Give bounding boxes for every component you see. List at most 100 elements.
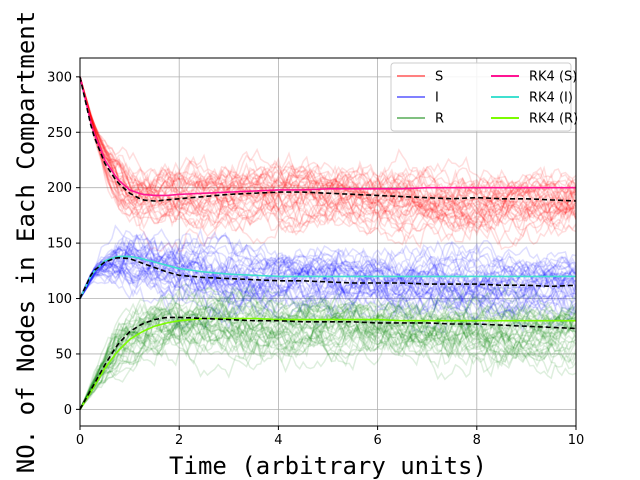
rk4-line <box>79 317 576 410</box>
y-tick-label: 100 <box>47 292 72 307</box>
stochastic-run-s <box>79 76 577 224</box>
stochastic-run-r <box>79 303 577 410</box>
stochastic-run-i <box>79 249 577 306</box>
stochastic-run-i <box>79 239 577 313</box>
stochastic-run-i <box>79 247 577 315</box>
stochastic-run-s <box>79 76 577 225</box>
stochastic-run-i <box>79 255 577 311</box>
stochastic-run-s <box>79 76 577 253</box>
stochastic-run-s <box>79 76 577 234</box>
stochastic-run-s <box>79 76 577 232</box>
stochastic-run-s <box>79 76 577 222</box>
stochastic-run-i <box>79 224 577 323</box>
y-tick-label: 200 <box>47 181 72 196</box>
stochastic-run-s <box>79 76 577 230</box>
legend-label: RK4 (S) <box>529 70 577 85</box>
stochastic-run-r <box>79 299 577 410</box>
stochastic-run-i <box>79 233 577 328</box>
stochastic-run-r <box>79 279 577 410</box>
stochastic-run-r <box>79 303 577 410</box>
stochastic-run-s <box>79 76 577 235</box>
stochastic-run-r <box>79 309 577 410</box>
stochastic-run-s <box>79 76 577 228</box>
stochastic-run-i <box>79 250 577 318</box>
stochastic-run-i <box>79 228 577 316</box>
y-tick-label: 150 <box>47 237 72 252</box>
y-tick-label: 0 <box>64 403 72 418</box>
stochastic-run-i <box>79 237 577 308</box>
stochastic-run-r <box>79 285 577 410</box>
legend-label: R <box>435 112 444 127</box>
stochastic-run-s <box>79 76 577 226</box>
stochastic-run-i <box>79 234 577 303</box>
x-tick-label: 10 <box>568 433 585 448</box>
stochastic-run-i <box>79 242 577 321</box>
stochastic-run-s <box>79 76 577 229</box>
stochastic-run-i <box>79 233 577 319</box>
stochastic-run-r <box>79 294 577 410</box>
x-tick-label: 8 <box>473 433 481 448</box>
stochastic-run-i <box>79 244 577 324</box>
stochastic-run-s <box>79 76 577 230</box>
x-tick-label: 0 <box>76 433 84 448</box>
y-tick-label: 50 <box>55 347 72 362</box>
stochastic-run-r <box>79 301 577 410</box>
stochastic-run-r <box>79 310 577 410</box>
stochastic-run-s <box>79 76 577 246</box>
stochastic-run-r <box>79 285 577 410</box>
stochastic-run-s <box>79 76 577 232</box>
stochastic-run-i <box>79 259 577 311</box>
stochastic-run-s <box>79 76 577 234</box>
stochastic-run-i <box>79 229 577 307</box>
mean-lines <box>79 76 577 410</box>
stochastic-run-s <box>79 76 577 231</box>
stochastic-run-r <box>79 306 577 410</box>
x-tick-label: 2 <box>175 433 183 448</box>
stochastic-run-i <box>79 252 577 316</box>
stochastic-run-i <box>79 262 577 330</box>
stochastic-run-r <box>79 296 577 410</box>
stochastic-run-i <box>79 230 577 313</box>
stochastic-run-s <box>79 76 577 246</box>
stochastic-run-s <box>79 76 577 223</box>
stochastic-run-s <box>79 76 577 247</box>
stochastic-run-r <box>79 285 577 410</box>
stochastic-run-s <box>79 76 577 233</box>
stochastic-run-i <box>79 263 577 324</box>
stochastic-run-s <box>79 76 577 238</box>
stochastic-run-s <box>79 76 577 236</box>
stochastic-run-r <box>79 303 577 410</box>
mean-line <box>79 76 577 202</box>
rk4-lines <box>79 76 576 410</box>
stochastic-run-i <box>79 241 577 311</box>
y-tick-label: 300 <box>47 70 72 85</box>
stochastic-run-s <box>79 76 577 234</box>
stochastic-run-r <box>79 304 577 410</box>
x-tick-label: 6 <box>373 433 381 448</box>
mean-line <box>79 256 577 299</box>
stochastic-run-r <box>79 303 577 410</box>
stochastic-runs <box>79 76 577 410</box>
stochastic-run-s <box>79 76 577 233</box>
y-axis-label: NO. of Nodes in Each Compartment <box>12 11 40 473</box>
y-tick-label: 250 <box>47 126 72 141</box>
mean-line <box>79 316 577 410</box>
stochastic-run-r <box>79 291 577 410</box>
stochastic-run-r <box>79 301 577 410</box>
legend-label: RK4 (R) <box>529 112 578 127</box>
legend: SIR RK4 (S) RK4 (I) RK4 (R) <box>390 62 578 132</box>
stochastic-run-r <box>79 311 577 410</box>
legend-label: S <box>435 70 443 85</box>
stochastic-run-i <box>79 230 577 313</box>
legend-label: RK4 (I) <box>529 91 573 106</box>
stochastic-run-r <box>79 305 577 410</box>
stochastic-run-s <box>79 76 577 237</box>
stochastic-run-r <box>79 302 577 410</box>
stochastic-run-r <box>79 287 577 410</box>
stochastic-run-r <box>79 292 577 410</box>
stochastic-run-s <box>79 76 577 218</box>
stochastic-run-i <box>79 244 577 326</box>
stochastic-run-i <box>79 252 577 324</box>
stochastic-run-i <box>79 248 577 312</box>
